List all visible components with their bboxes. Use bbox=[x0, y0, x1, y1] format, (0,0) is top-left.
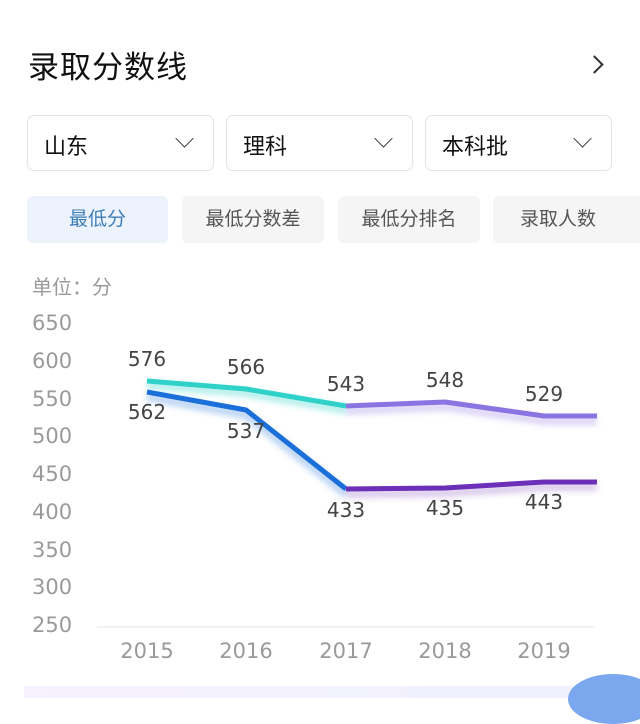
svg-text:600: 600 bbox=[32, 349, 72, 373]
province-select-label: 山东 bbox=[44, 135, 89, 160]
svg-text:300: 300 bbox=[32, 575, 72, 599]
svg-text:543: 543 bbox=[327, 372, 365, 396]
svg-text:2017: 2017 bbox=[319, 639, 372, 663]
data-labels-upper: 576 566 543 548 529 bbox=[128, 347, 563, 406]
series-lower bbox=[146, 389, 597, 492]
batch-select[interactable]: 本科批 bbox=[425, 115, 612, 171]
series-upper bbox=[146, 378, 597, 419]
svg-text:550: 550 bbox=[32, 387, 72, 411]
svg-text:566: 566 bbox=[227, 355, 265, 379]
floating-badge[interactable] bbox=[568, 674, 640, 724]
svg-text:443: 443 bbox=[525, 490, 563, 514]
svg-text:548: 548 bbox=[426, 368, 464, 392]
y-axis: 650 600 550 500 450 400 350 300 250 bbox=[32, 311, 72, 637]
svg-text:250: 250 bbox=[32, 613, 72, 637]
line-chart: 650 600 550 500 450 400 350 300 250 2015… bbox=[32, 311, 597, 663]
svg-text:529: 529 bbox=[525, 382, 563, 406]
svg-text:450: 450 bbox=[32, 462, 72, 486]
svg-text:500: 500 bbox=[32, 424, 72, 448]
province-select[interactable]: 山东 bbox=[27, 115, 214, 171]
svg-text:400: 400 bbox=[32, 500, 72, 524]
tab-admission-count[interactable]: 录取人数 bbox=[493, 196, 640, 243]
x-axis: 2015 2016 2017 2018 2019 bbox=[120, 639, 570, 663]
svg-text:435: 435 bbox=[426, 496, 464, 520]
unit-label: 单位：分 bbox=[32, 275, 112, 299]
tab-min-score-rank[interactable]: 最低分排名 bbox=[338, 196, 480, 243]
tab-min-score-diff[interactable]: 最低分数差 bbox=[182, 196, 324, 243]
batch-select-label: 本科批 bbox=[442, 135, 509, 160]
svg-text:650: 650 bbox=[32, 311, 72, 335]
subject-select-label: 理科 bbox=[243, 135, 288, 160]
svg-text:2018: 2018 bbox=[418, 639, 471, 663]
page-title: 录取分数线 bbox=[28, 50, 188, 86]
svg-text:350: 350 bbox=[32, 538, 72, 562]
tab-min-score[interactable]: 最低分 bbox=[27, 196, 168, 243]
svg-text:562: 562 bbox=[128, 400, 166, 424]
bottom-banner bbox=[24, 686, 640, 698]
svg-text:2015: 2015 bbox=[120, 639, 173, 663]
data-labels-lower: 562 537 433 435 443 bbox=[128, 400, 563, 522]
svg-text:2016: 2016 bbox=[219, 639, 272, 663]
svg-text:537: 537 bbox=[227, 419, 265, 443]
svg-text:433: 433 bbox=[327, 498, 365, 522]
subject-select[interactable]: 理科 bbox=[226, 115, 413, 171]
svg-text:2019: 2019 bbox=[517, 639, 570, 663]
svg-text:576: 576 bbox=[128, 347, 166, 371]
